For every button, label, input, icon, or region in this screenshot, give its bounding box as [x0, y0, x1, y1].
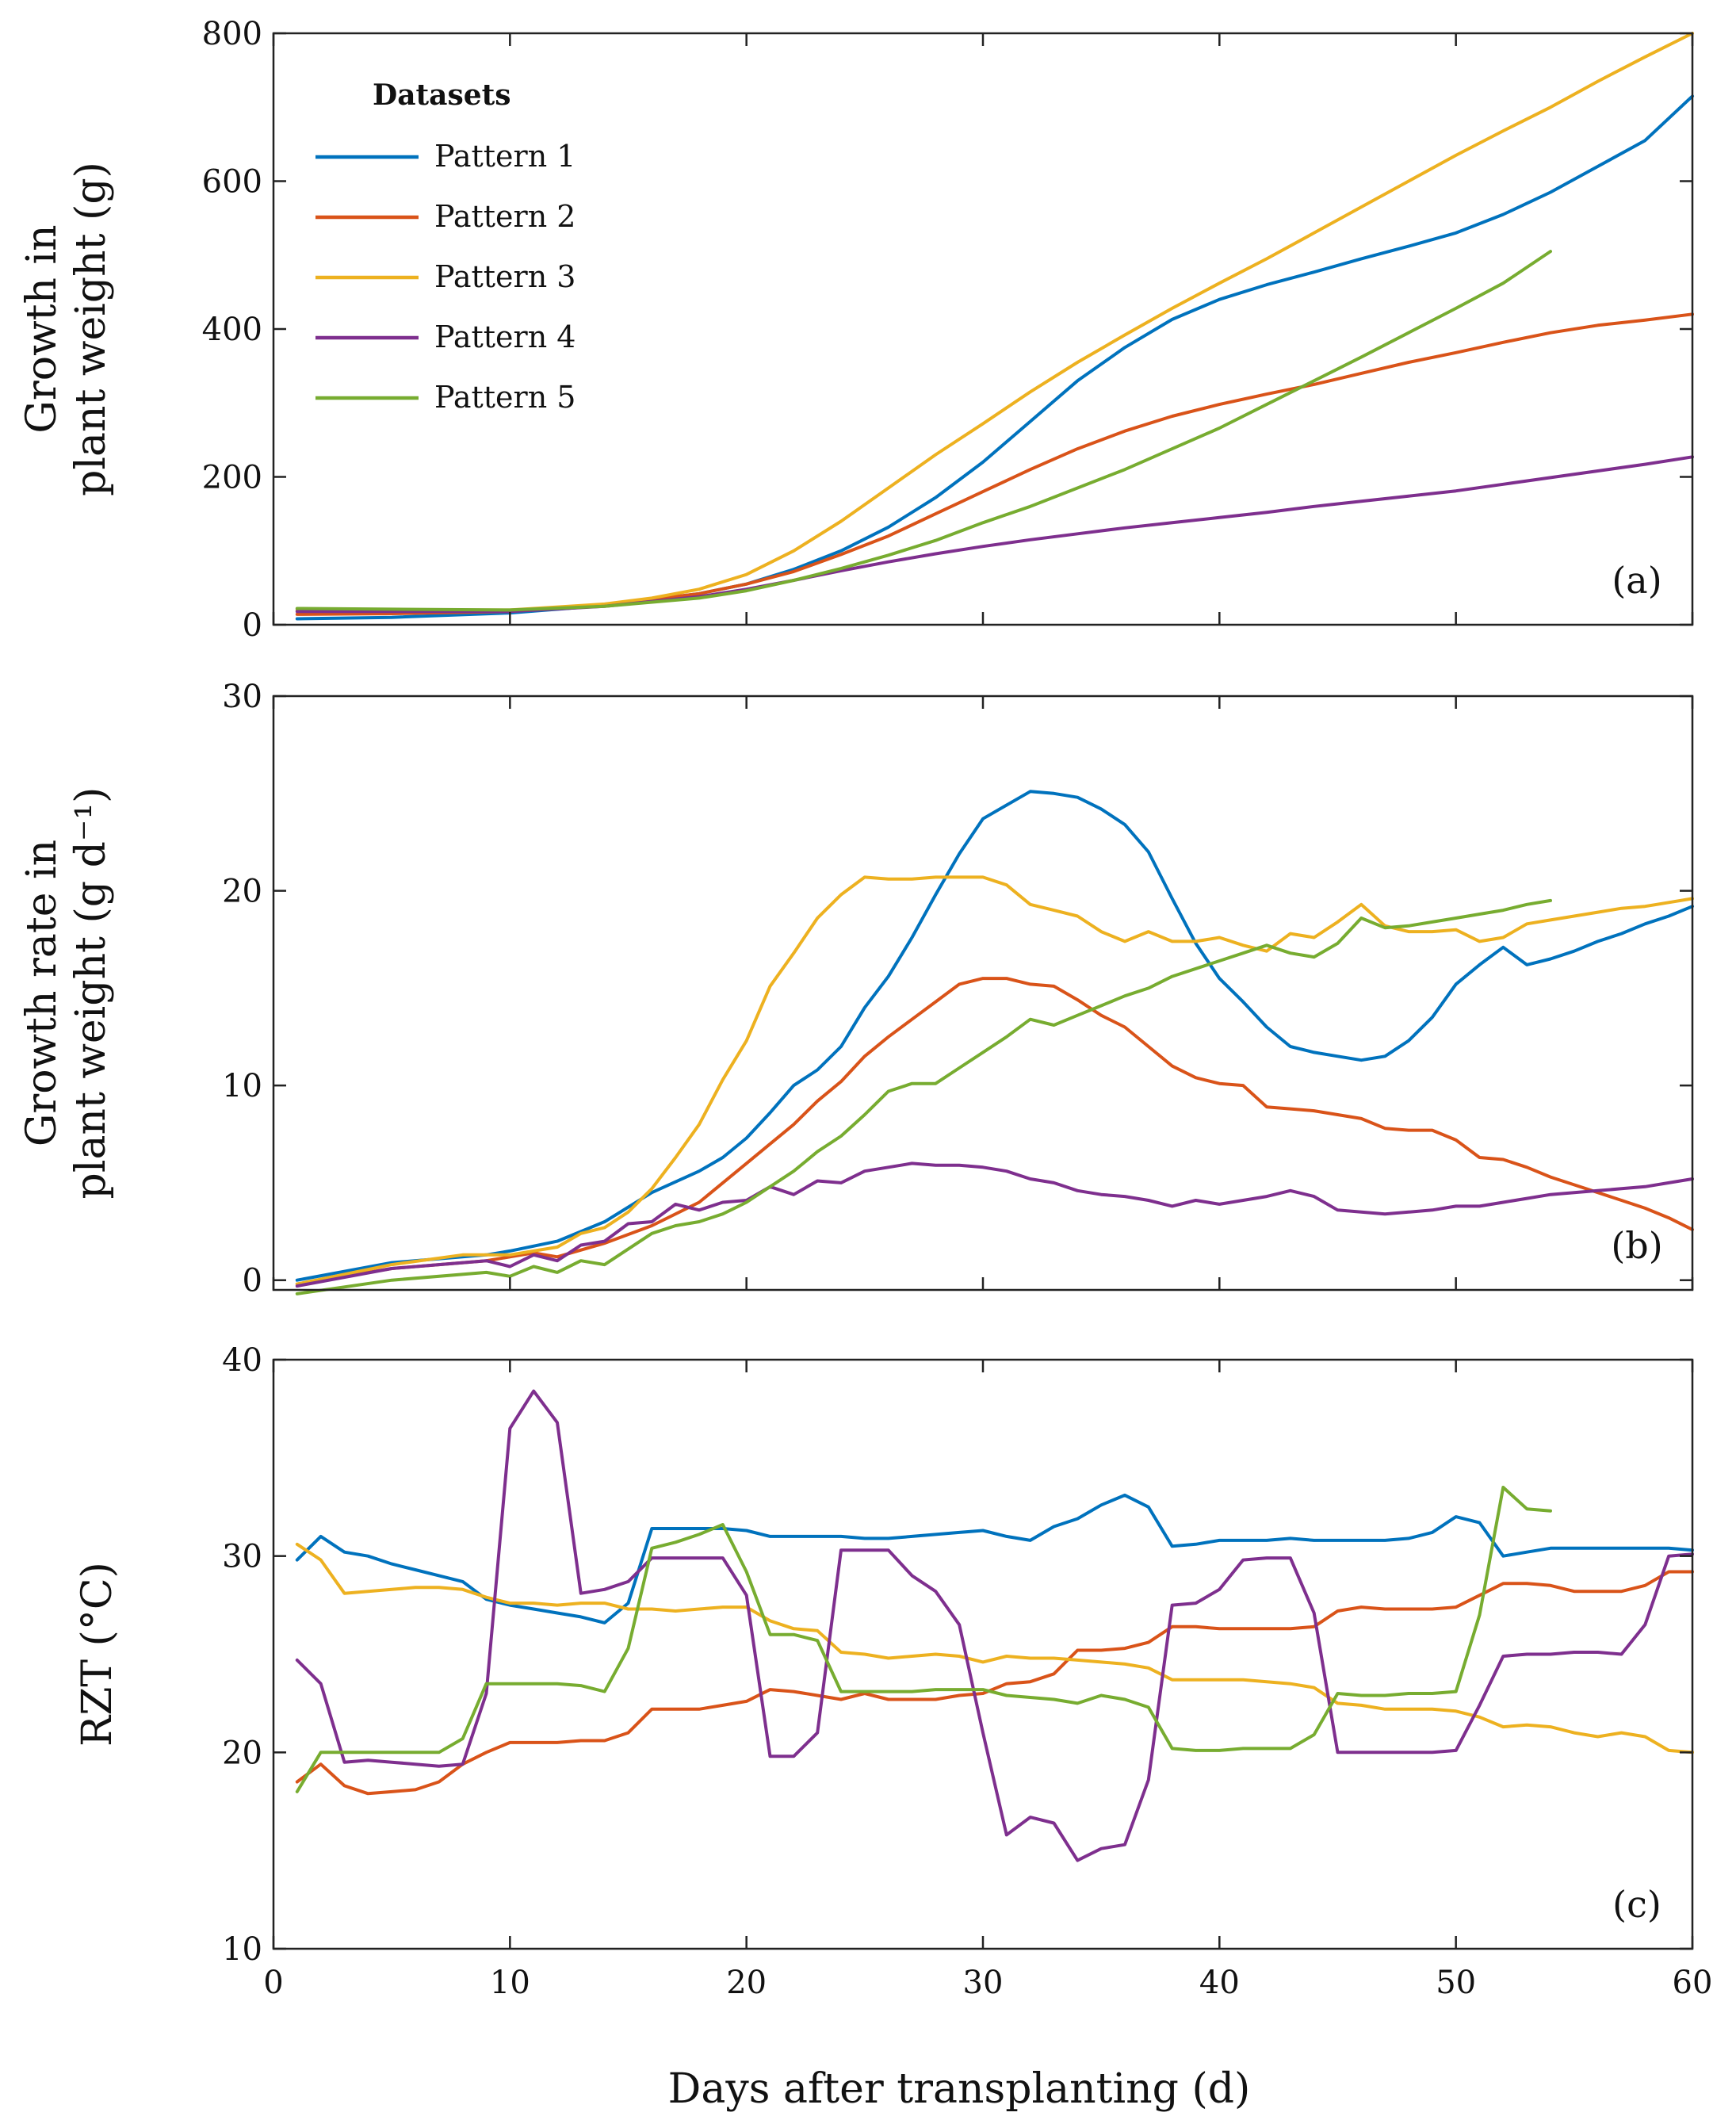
series-line-b-pattern-4 — [295, 1161, 1694, 1288]
series-line-a-pattern-3 — [295, 32, 1694, 612]
panel-label-a: (a) — [1612, 559, 1661, 602]
y-tick-label: 0 — [243, 1263, 262, 1299]
series-line-c-pattern-4 — [295, 1389, 1694, 1862]
y-tick-label: 0 — [243, 607, 262, 644]
y-tick-label: 30 — [222, 679, 262, 715]
panel-label-b: (b) — [1611, 1224, 1662, 1267]
axes-frame-c — [272, 1358, 1694, 1950]
legend-entry: Pattern 1 — [434, 139, 575, 174]
x-tick-label: 50 — [1436, 1965, 1476, 2001]
chart-panel-a: 0 200 400 600 800 Growth in plant weight (g) (a… — [18, 16, 1694, 644]
y-tick-label: 600 — [202, 164, 262, 201]
chart-panel-b: 0 10 20 30 Growth rate in plant weight (g d⁻¹… — [18, 679, 1694, 1299]
series-line-c-pattern-1 — [295, 1493, 1694, 1624]
series-line-a-pattern-5 — [295, 250, 1552, 612]
series-line-b-pattern-5 — [295, 898, 1552, 1295]
y-tick-label: 400 — [202, 312, 262, 348]
y-axis-label-b: plant weight (g d⁻¹) — [67, 787, 115, 1200]
series-line-c-pattern-5 — [295, 1486, 1552, 1793]
series-line-c-pattern-3 — [295, 1542, 1694, 1755]
legend-entry: Pattern 5 — [434, 380, 575, 415]
x-tick-label: 10 — [490, 1965, 530, 2001]
series-line-a-pattern-2 — [295, 312, 1694, 616]
y-axis-label-b: Growth rate in — [18, 840, 66, 1146]
y-tick-label: 10 — [222, 1931, 262, 1968]
legend-entry: Pattern 3 — [434, 259, 575, 294]
series-line-c-pattern-2 — [295, 1570, 1694, 1796]
x-tick-label: 20 — [726, 1965, 767, 2001]
y-axis-label-a: Growth in — [18, 224, 66, 433]
legend-entry: Pattern 4 — [434, 320, 575, 354]
y-tick-label: 20 — [222, 874, 262, 910]
y-tick-label: 800 — [202, 16, 262, 52]
series-line-b-pattern-3 — [295, 875, 1694, 1286]
panel-label-c: (c) — [1612, 1883, 1661, 1926]
axes-frame-b — [272, 695, 1694, 1292]
y-tick-label: 10 — [222, 1068, 262, 1104]
y-tick-label: 30 — [222, 1539, 262, 1575]
series-line-a-pattern-4 — [295, 455, 1694, 614]
y-axis-label-a: plant weight (g) — [67, 162, 115, 496]
x-tick-label: 40 — [1199, 1965, 1240, 2001]
x-axis-label: Days after transplanting (d) — [668, 2065, 1251, 2113]
x-tick-label: 60 — [1673, 1965, 1713, 2001]
y-tick-label: 40 — [222, 1342, 262, 1379]
legend-title: Datasets — [373, 78, 511, 112]
series-line-b-pattern-2 — [295, 977, 1694, 1286]
y-tick-label: 20 — [222, 1735, 262, 1771]
legend-entry: Pattern 2 — [434, 199, 575, 234]
legend: Datasets Pattern 1 Pattern 2 Pattern 3 Patte… — [315, 78, 575, 415]
x-tick-label: 0 — [263, 1965, 283, 2001]
x-tick-label: 30 — [963, 1965, 1004, 2001]
series-line-a-pattern-1 — [295, 94, 1694, 621]
y-tick-label: 200 — [202, 460, 262, 496]
y-axis-label-c: RZT (°C) — [74, 1562, 121, 1747]
series-line-b-pattern-1 — [295, 790, 1694, 1282]
